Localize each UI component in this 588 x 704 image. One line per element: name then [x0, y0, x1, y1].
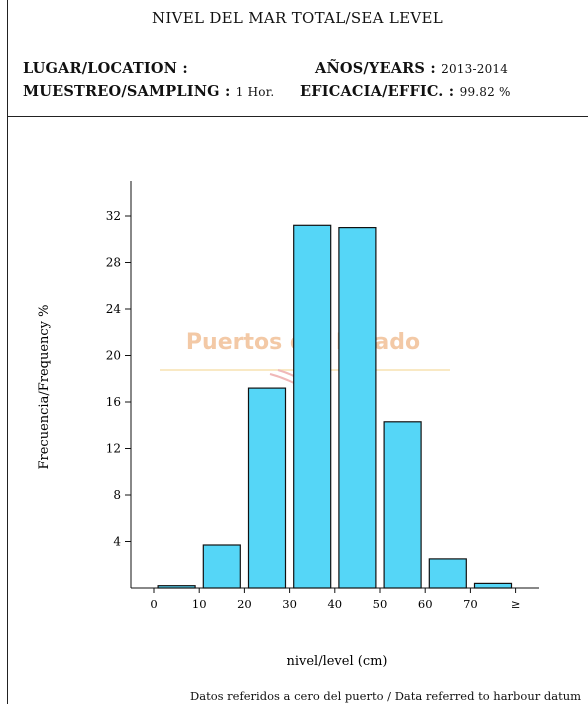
bar-50-60	[383, 421, 422, 589]
datum-footnote: Datos referidos a cero del puerto / Data…	[190, 689, 582, 703]
y-tick-label: 24	[106, 302, 122, 316]
efficiency-value: 99.82 %	[459, 85, 511, 99]
plot-frame	[7, 116, 588, 704]
x-tick-label: 30	[282, 597, 297, 611]
y-tick-label: 8	[113, 488, 121, 502]
y-axis-label: Frecuencia/Frequency %	[37, 304, 52, 469]
y-tick-label: 4	[113, 535, 121, 549]
years-label: AÑOS/YEARS :	[315, 60, 436, 77]
x-axis-ticks: 0 10 20 30 40 50 60 70 ≥	[150, 588, 520, 611]
bar-40-50	[338, 227, 377, 589]
y-tick-label: 28	[106, 256, 121, 270]
efficiency-label: EFICACIA/EFFIC. :	[300, 83, 455, 100]
bar-10-20	[202, 544, 241, 589]
x-tick-label: 0	[150, 597, 157, 611]
sampling-value: 1 Hor.	[235, 85, 275, 99]
years-row: AÑOS/YEARS : 2013-2014	[315, 60, 508, 77]
x-tick-label: ≥	[511, 597, 521, 611]
chart-title: NIVEL DEL MAR TOTAL/SEA LEVEL	[151, 9, 444, 27]
y-tick-label: 12	[106, 442, 121, 456]
y-axis-ticks: 4 8 12 16 20 24 28 32	[106, 209, 131, 549]
x-tick-label: 50	[373, 597, 388, 611]
x-tick-label: 40	[327, 597, 342, 611]
efficiency-row: EFICACIA/EFFIC. : 99.82 %	[300, 83, 511, 100]
x-tick-label: 20	[237, 597, 252, 611]
header-frame	[7, 0, 588, 117]
y-tick-label: 20	[106, 349, 121, 363]
y-tick-label: 16	[106, 395, 121, 409]
x-tick-label: 10	[192, 597, 207, 611]
bar-60-70	[428, 558, 467, 589]
bars-group	[157, 224, 513, 589]
location-row: LUGAR/LOCATION :	[23, 60, 188, 77]
bar-30-40	[293, 224, 332, 589]
y-tick-label: 32	[106, 209, 121, 223]
sampling-label: MUESTREO/SAMPLING :	[23, 83, 231, 100]
bar-≥70	[473, 582, 513, 589]
x-tick-label: 60	[418, 597, 433, 611]
location-label: LUGAR/LOCATION :	[23, 60, 188, 77]
sampling-row: MUESTREO/SAMPLING : 1 Hor.	[23, 83, 274, 100]
years-value: 2013-2014	[441, 62, 509, 76]
x-axis-label: nivel/level (cm)	[286, 654, 387, 669]
bar-20-30	[247, 387, 287, 589]
x-tick-label: 70	[463, 597, 478, 611]
